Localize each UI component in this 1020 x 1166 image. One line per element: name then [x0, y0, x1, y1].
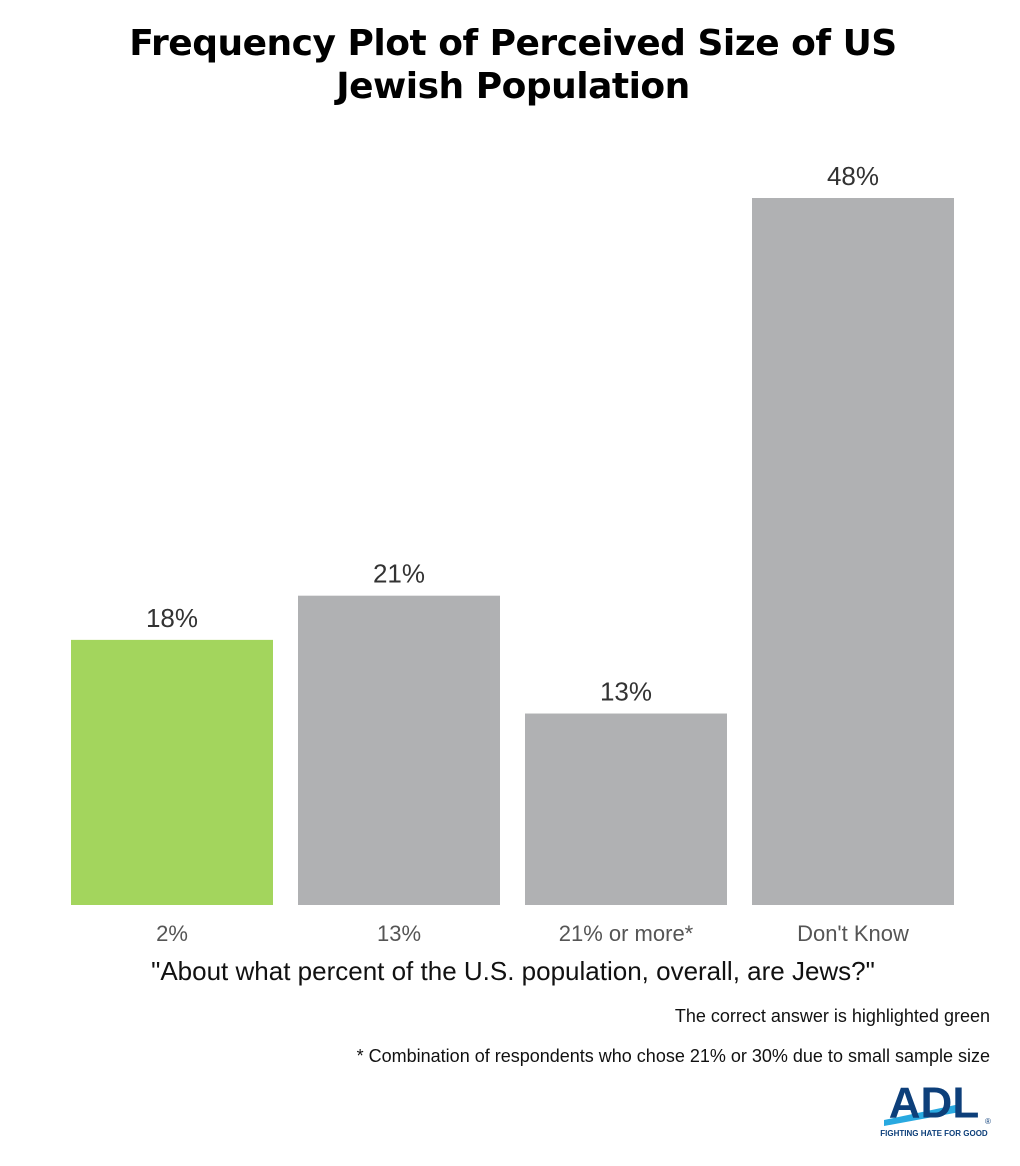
value-label: 13% [600, 676, 652, 706]
logo-swoosh [884, 1104, 960, 1126]
value-label: 21% [373, 559, 425, 589]
note: * Combination of respondents who chose 2… [357, 1046, 990, 1066]
bar [71, 639, 273, 905]
chart-title: Frequency Plot of Perceived Size of US J… [129, 23, 897, 107]
logo-tagline: FIGHTING HATE FOR GOOD [880, 1129, 988, 1138]
x-tick-label: 13% [377, 921, 421, 946]
bar [298, 595, 500, 905]
bar [525, 713, 727, 905]
logo-text: ADL [889, 1079, 979, 1128]
value-label: 48% [827, 161, 879, 191]
logo-mark: ® [985, 1117, 991, 1126]
x-axis-label: "About what percent of the U.S. populati… [151, 956, 875, 986]
x-tick-label: 21% or more* [559, 921, 694, 946]
value-label: 18% [146, 603, 198, 633]
note: The correct answer is highlighted green [675, 1006, 990, 1026]
x-tick-label: 2% [156, 921, 188, 946]
x-tick-label: Don't Know [797, 921, 909, 946]
bar [752, 198, 954, 905]
